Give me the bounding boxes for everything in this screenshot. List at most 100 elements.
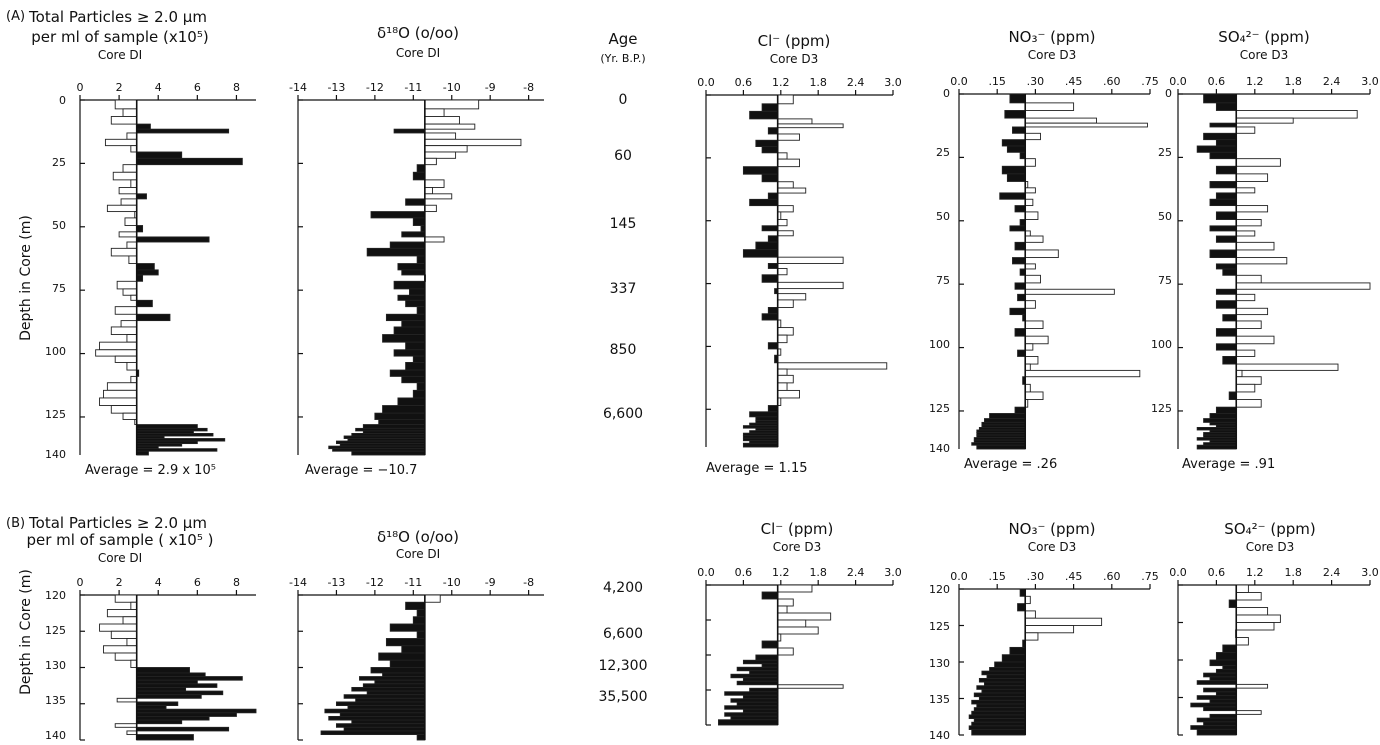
depth-tick-label: 135 (45, 694, 66, 707)
data-bar (777, 94, 794, 105)
data-bar (136, 313, 171, 322)
age-label: 6,600 (603, 626, 643, 642)
x-tick-label: 1.2 (772, 566, 790, 579)
data-bar (393, 326, 426, 336)
data-bar (362, 683, 426, 688)
x-tick-label: 2.4 (847, 566, 865, 579)
data-bar (755, 241, 779, 251)
x-tick-label: .30 (1027, 570, 1045, 583)
data-bar (110, 247, 138, 257)
data-bar (136, 694, 202, 699)
x-tick-label: -10 (443, 576, 461, 589)
data-bar (742, 249, 779, 258)
data-bar (343, 694, 426, 699)
data-bar (999, 192, 1026, 200)
so4-title-b: SO₄²⁻ (ppm) (1224, 520, 1315, 538)
age-label: 4,200 (603, 580, 643, 596)
x-tick-label: 4 (155, 81, 162, 94)
data-bar (1235, 399, 1262, 408)
x-tick-label: 0.0 (950, 75, 968, 88)
x-tick-label: 1.8 (809, 566, 827, 579)
cl-title-a: Cl⁻ (ppm) (758, 32, 831, 50)
data-bar (1215, 139, 1237, 147)
data-bar (1222, 268, 1237, 276)
data-bar (1203, 132, 1237, 141)
data-bar (122, 288, 138, 296)
data-bar (767, 263, 779, 269)
data-bar (777, 256, 844, 264)
data-bar (1215, 652, 1237, 661)
data-bar (136, 683, 218, 688)
data-bar (389, 241, 426, 249)
data-bar (351, 719, 426, 725)
data-bar (777, 187, 807, 194)
data-bar (1196, 695, 1237, 700)
x-tick-label: 2.4 (1323, 75, 1341, 88)
x-tick-label: -14 (289, 81, 307, 94)
data-bar (1235, 622, 1275, 631)
data-bar (742, 677, 779, 682)
x-tick-label: 6 (194, 576, 201, 589)
data-bar (1235, 683, 1269, 689)
data-bar (730, 673, 779, 679)
data-bar (405, 601, 426, 610)
data-bar (424, 99, 480, 110)
data-bar (136, 151, 183, 159)
data-bar (749, 198, 779, 207)
depth-tick-label: 140 (45, 448, 66, 461)
data-bar (761, 103, 779, 112)
data-bar (730, 715, 779, 721)
data-bar (416, 630, 426, 639)
data-bar (401, 645, 426, 654)
data-bar (767, 307, 779, 315)
data-bar (424, 132, 457, 140)
data-bar (742, 442, 779, 448)
data-bar (1024, 632, 1039, 641)
data-bar (99, 623, 138, 632)
data-bar (736, 666, 779, 672)
data-bar (1006, 145, 1026, 153)
x-tick-label: -9 (485, 576, 496, 589)
x-tick-label: -12 (366, 81, 384, 94)
data-bar (777, 268, 788, 276)
data-bar (118, 187, 138, 195)
data-bar (1024, 300, 1036, 309)
data-bar (761, 173, 779, 183)
data-bar (1190, 702, 1237, 708)
x-tick-label: 2 (116, 81, 123, 94)
data-bar (126, 132, 138, 140)
depth-tick-label: 135 (929, 693, 950, 706)
data-bar (1235, 349, 1256, 357)
data-bar (424, 116, 460, 125)
depth-tick-label: 100 (1151, 338, 1172, 351)
data-bar (412, 355, 426, 363)
data-bar (412, 616, 426, 625)
data-bar (378, 419, 426, 426)
x-tick-label: -14 (289, 576, 307, 589)
chart-d18o-b: -14 -13 -12 -11 -10 -9 -8 (289, 576, 544, 741)
y-axis-label-a: Depth in Core (m) (18, 215, 34, 341)
data-bar (114, 652, 138, 661)
data-bar (777, 626, 819, 635)
data-bar (126, 638, 138, 647)
data-bar (1009, 225, 1026, 232)
data-bar (126, 241, 138, 249)
x-tick-label: 0.6 (735, 566, 753, 579)
no3-core-b: Core D3 (1028, 540, 1076, 554)
data-bar (767, 192, 779, 200)
data-bar (1009, 307, 1026, 316)
data-bar (777, 133, 800, 141)
chart-so4-a: 0.0 0.6 1.2 1.8 2.4 3.0 (1169, 75, 1379, 450)
x-tick-label: .45 (1065, 75, 1083, 88)
data-bar (978, 696, 1026, 701)
data-bar (136, 128, 230, 134)
x-tick-label: 0.6 (1208, 566, 1226, 579)
data-bar (761, 640, 779, 649)
data-bar (976, 685, 1026, 690)
data-bar (1203, 418, 1237, 423)
data-bar (777, 389, 800, 399)
data-bar (1014, 205, 1026, 213)
data-bar (112, 171, 138, 181)
data-bar (1235, 383, 1256, 393)
